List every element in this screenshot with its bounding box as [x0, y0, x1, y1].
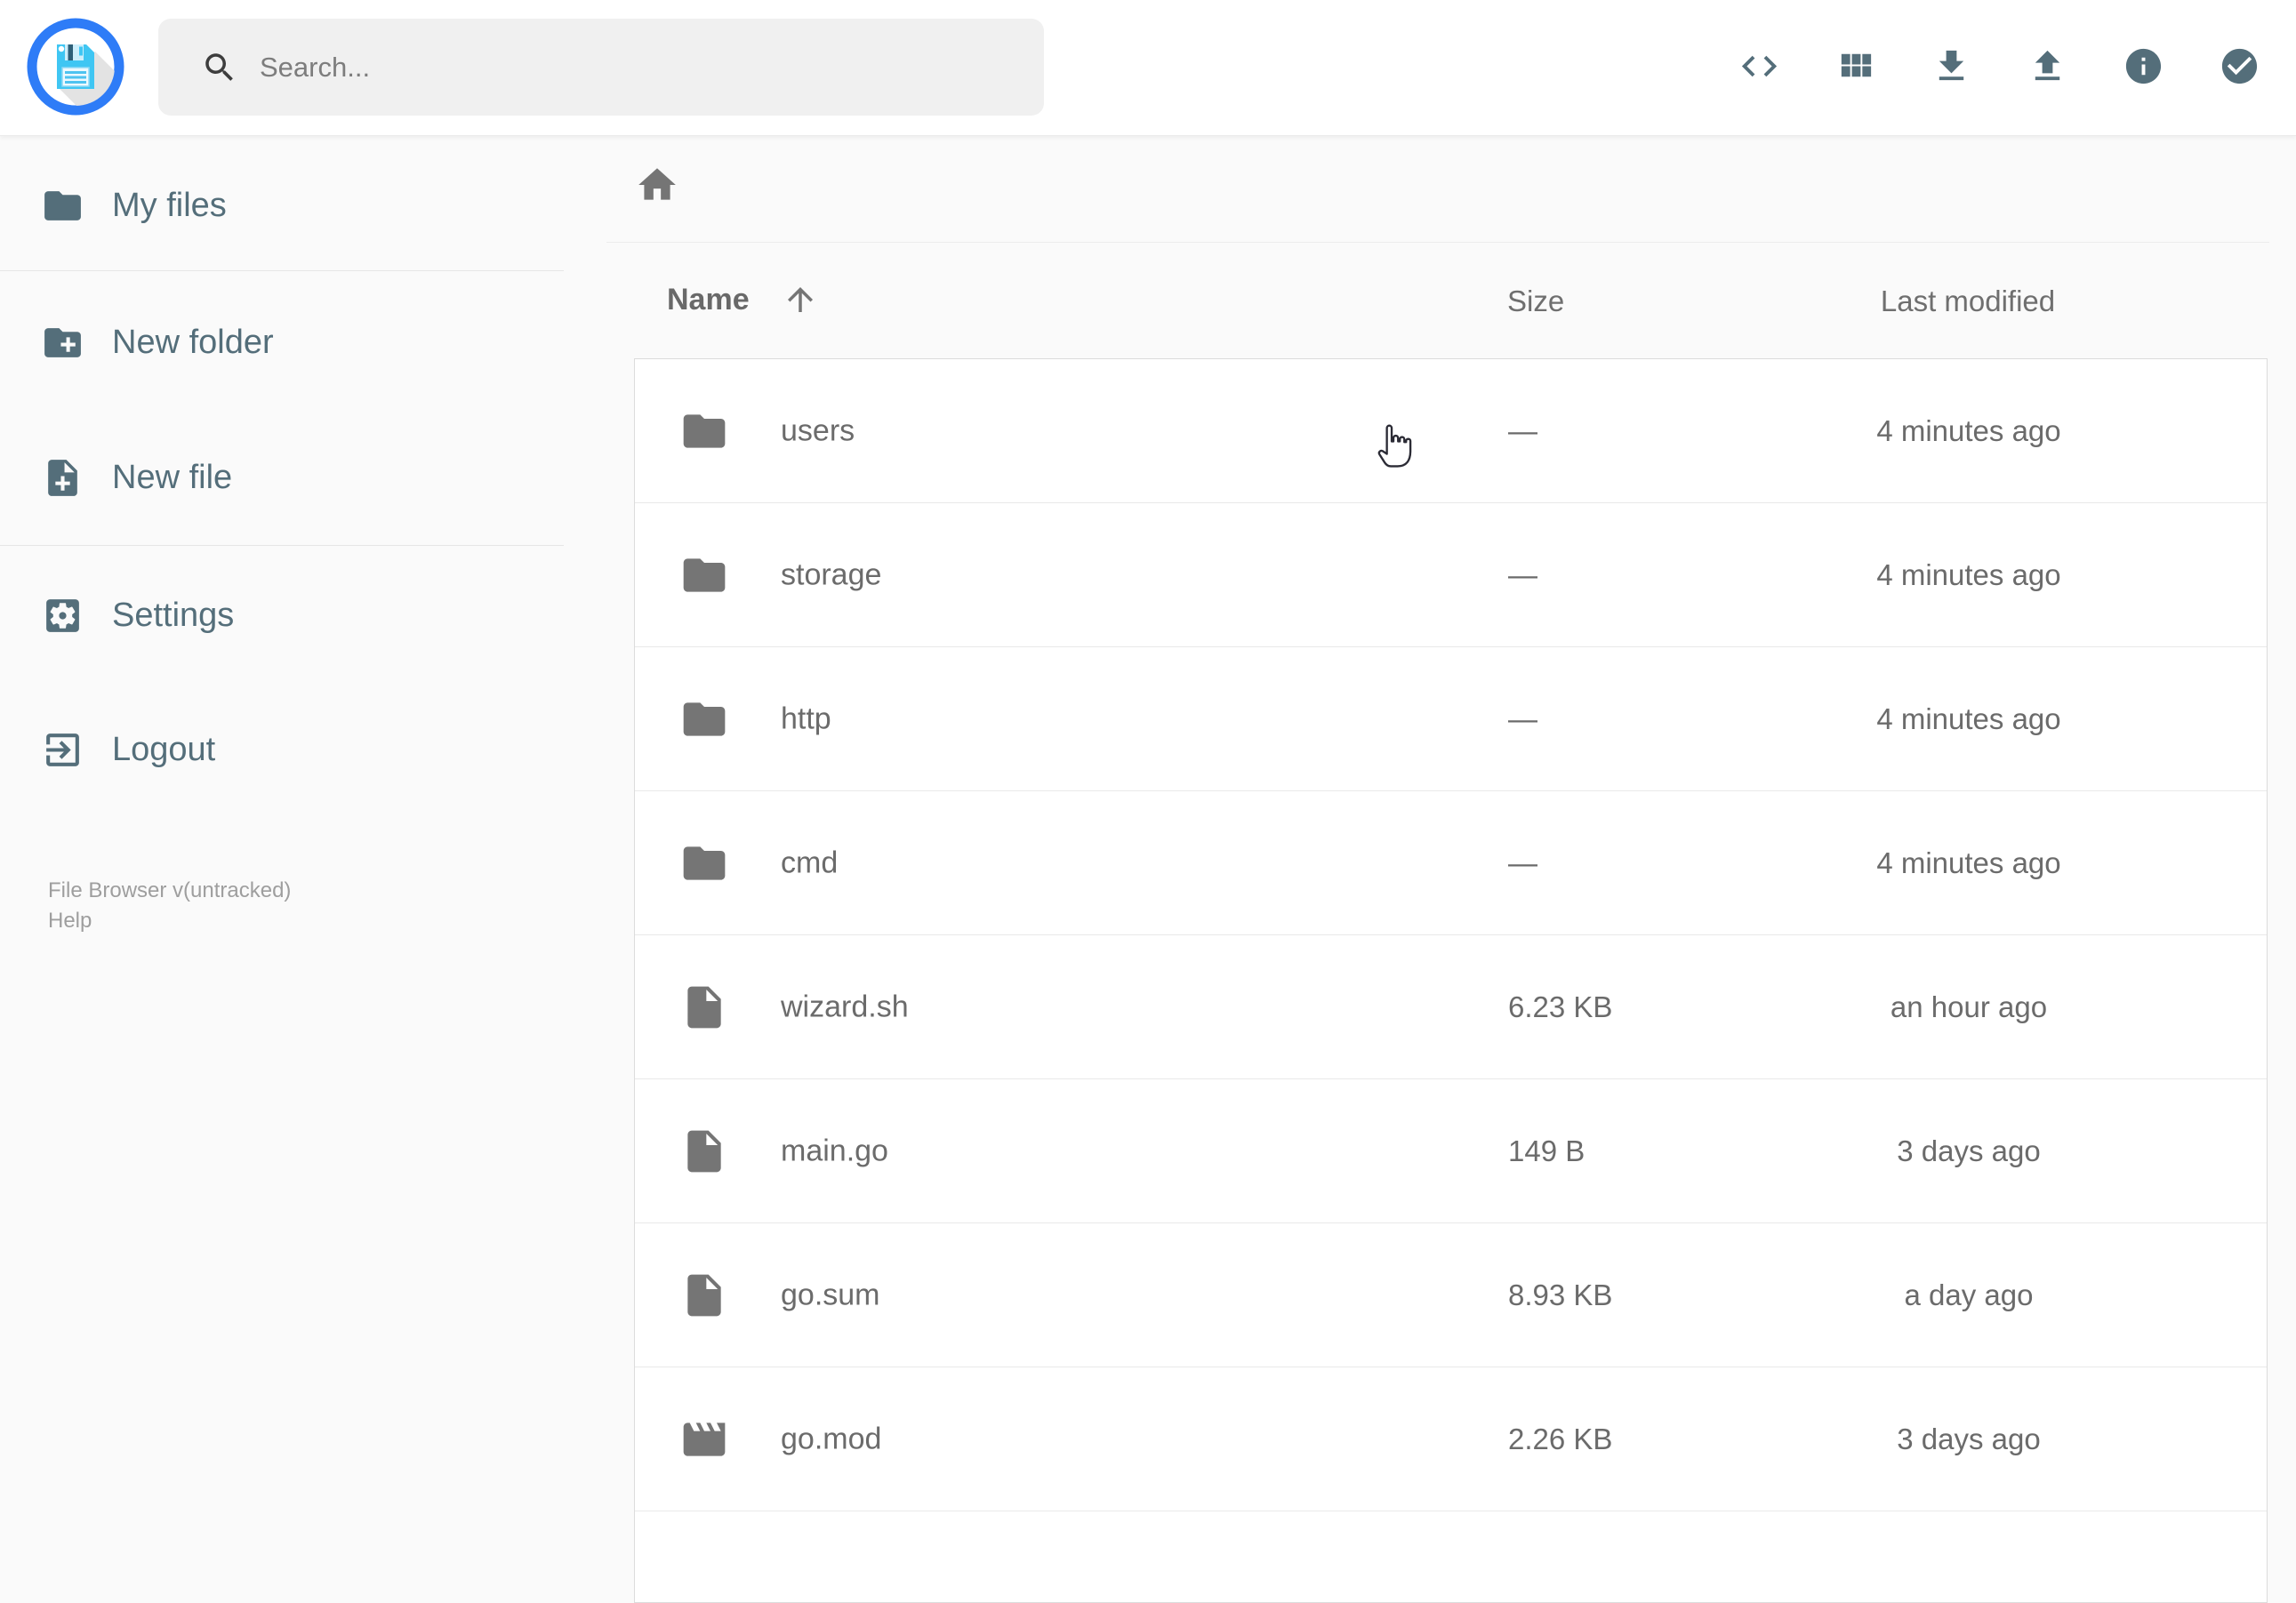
- file-modified: 4 minutes ago: [1876, 701, 2061, 735]
- file-modified: 3 days ago: [1897, 1422, 2041, 1455]
- code-icon: [1741, 55, 1777, 76]
- file-modified: 3 days ago: [1897, 1134, 2041, 1167]
- sidebar-item-label: Settings: [112, 596, 235, 634]
- column-name-label: Name: [667, 282, 750, 317]
- file-row-main-go[interactable]: main.go 149 B 3 days ago: [635, 1079, 2267, 1223]
- file-row-http[interactable]: http — 4 minutes ago: [635, 647, 2267, 791]
- grid-view-icon: [1841, 53, 1871, 76]
- header-bar: [0, 0, 2296, 136]
- info-button[interactable]: [2116, 39, 2170, 92]
- sidebar-item-new-folder[interactable]: New folder: [0, 298, 564, 387]
- sidebar-item-my-files[interactable]: My files: [0, 161, 564, 250]
- file-modified: 4 minutes ago: [1876, 846, 2061, 879]
- file-name: main.go: [781, 1134, 888, 1167]
- sidebar-footer: File Browser v(untracked) Help: [48, 876, 291, 936]
- column-header-name[interactable]: Name: [667, 281, 819, 318]
- file-row-cmd[interactable]: cmd — 4 minutes ago: [635, 791, 2267, 935]
- sidebar-item-label: Logout: [112, 730, 216, 768]
- movie-icon: [679, 1415, 729, 1464]
- help-link[interactable]: Help: [48, 909, 92, 933]
- file-modified: a day ago: [1904, 1278, 2034, 1311]
- sidebar-item-label: New file: [112, 458, 233, 496]
- file-listing: users — 4 minutes ago storage — 4 minute…: [634, 358, 2268, 1603]
- file-icon: [679, 1270, 729, 1320]
- select-multiple-button[interactable]: [2212, 39, 2266, 92]
- grid-view-button[interactable]: [1828, 39, 1882, 92]
- file-icon: [679, 1126, 729, 1176]
- file-name: http: [781, 701, 831, 735]
- sidebar-item-logout[interactable]: Logout: [0, 705, 564, 794]
- file-modified: 4 minutes ago: [1876, 557, 2061, 591]
- column-header-size[interactable]: Size: [1507, 285, 1565, 317]
- version-link[interactable]: File Browser v(untracked): [48, 878, 292, 902]
- app-logo[interactable]: [27, 18, 124, 116]
- note-add-icon: [48, 459, 77, 496]
- download-button[interactable]: [1924, 39, 1978, 92]
- sidebar-item-label: My files: [112, 186, 227, 224]
- floppy-disk-logo-icon: [27, 18, 124, 116]
- file-name: users: [781, 413, 855, 447]
- breadcrumb-home-button[interactable]: [635, 163, 683, 211]
- file-name: go.mod: [781, 1422, 882, 1455]
- folder-icon: [679, 550, 729, 600]
- file-row-go-mod[interactable]: go.mod 2.26 KB 3 days ago: [635, 1367, 2267, 1511]
- home-icon: [638, 168, 676, 200]
- settings-gear-icon: [46, 598, 79, 632]
- sort-arrow-up-icon: [787, 287, 813, 312]
- sidebar-divider: [0, 270, 564, 271]
- file-name: storage: [781, 557, 882, 591]
- column-header-modified[interactable]: Last modified: [1880, 285, 2056, 317]
- file-size: —: [1508, 846, 1537, 879]
- file-size: 6.23 KB: [1508, 990, 1613, 1023]
- search-icon: [205, 52, 233, 81]
- file-row-storage[interactable]: storage — 4 minutes ago: [635, 503, 2267, 647]
- file-name: wizard.sh: [781, 990, 909, 1023]
- file-size: 149 B: [1508, 1134, 1586, 1167]
- sidebar-divider: [0, 545, 564, 546]
- search-box[interactable]: [158, 19, 1044, 116]
- file-modified: 4 minutes ago: [1876, 413, 2061, 447]
- info-icon: [2125, 48, 2161, 84]
- listing-header: Name Size Last modified: [634, 281, 2268, 324]
- file-row-users[interactable]: users — 4 minutes ago: [635, 359, 2267, 503]
- folder-icon: [679, 406, 729, 456]
- sidebar: My files New folder New file Settings Lo…: [0, 136, 564, 1476]
- file-modified: an hour ago: [1890, 990, 2048, 1023]
- folder-icon: [44, 190, 81, 220]
- file-row-go-sum[interactable]: go.sum 8.93 KB a day ago: [635, 1223, 2267, 1367]
- file-name: go.sum: [781, 1278, 880, 1311]
- sidebar-item-label: New folder: [112, 323, 274, 361]
- logout-icon: [46, 733, 79, 766]
- file-size: —: [1508, 557, 1537, 591]
- code-button[interactable]: [1732, 39, 1786, 92]
- file-size: 8.93 KB: [1508, 1278, 1613, 1311]
- file-size: —: [1508, 701, 1537, 735]
- folder-icon: [679, 694, 729, 744]
- file-name: cmd: [781, 846, 839, 879]
- file-size: —: [1508, 413, 1537, 447]
- file-size: 2.26 KB: [1508, 1422, 1613, 1455]
- create-new-folder-icon: [44, 327, 81, 357]
- breadcrumb-divider: [606, 242, 2269, 243]
- sidebar-item-settings[interactable]: Settings: [0, 571, 564, 660]
- search-input[interactable]: [238, 19, 1044, 116]
- select-multiple-check-icon: [2221, 48, 2257, 84]
- upload-button[interactable]: [2020, 39, 2074, 92]
- file-icon: [679, 982, 729, 1032]
- sidebar-item-new-file[interactable]: New file: [0, 433, 564, 522]
- download-icon: [1939, 50, 1963, 80]
- upload-icon: [2035, 50, 2059, 80]
- file-row-wizard-sh[interactable]: wizard.sh 6.23 KB an hour ago: [635, 935, 2267, 1079]
- header-toolbar: [1732, 39, 2266, 92]
- folder-icon: [679, 838, 729, 888]
